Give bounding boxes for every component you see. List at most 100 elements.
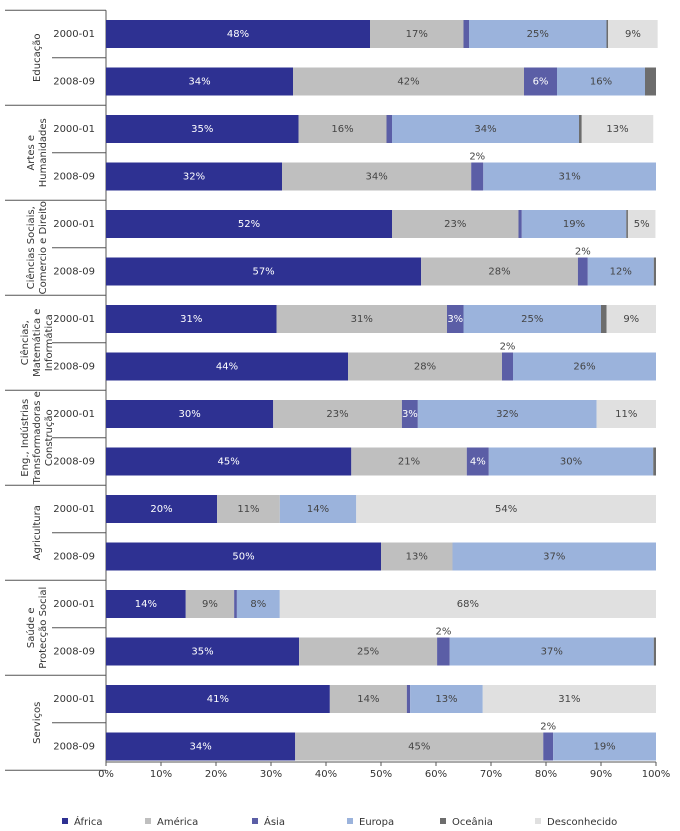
bar-segment	[299, 637, 438, 666]
bar-segment	[521, 210, 627, 238]
bar-segment	[513, 352, 656, 381]
data-label: 34%	[189, 742, 211, 753]
data-label: 28%	[414, 362, 436, 373]
data-label: 48%	[227, 29, 249, 40]
data-label: 14%	[307, 504, 329, 515]
data-label: 37%	[543, 552, 565, 563]
bar-segment	[106, 67, 293, 96]
bar-segment	[463, 20, 469, 48]
row-label: 2000-01	[53, 694, 95, 705]
bar-segment	[502, 352, 513, 381]
bar-segment	[406, 685, 411, 713]
bar-segment	[386, 115, 392, 143]
bar-segment	[401, 400, 418, 428]
bar-segment	[273, 400, 402, 428]
row-label: 2000-01	[53, 504, 95, 515]
group-label: Construção	[44, 409, 55, 466]
bar-segment	[106, 590, 186, 618]
bar-segment	[106, 495, 218, 523]
bar-segment	[524, 67, 557, 96]
x-tick-label: 30%	[260, 769, 282, 780]
data-label: 52%	[238, 219, 260, 230]
bar-segment	[471, 162, 484, 191]
bar-segment	[417, 400, 597, 428]
bar-segment	[106, 257, 422, 286]
bar-segment	[106, 305, 277, 333]
data-label: 21%	[398, 457, 420, 468]
data-label: 2%	[575, 247, 591, 258]
bar-segment	[645, 67, 656, 96]
group-label: Serviços	[32, 702, 43, 744]
legend-marker	[440, 818, 446, 824]
bar-segment	[463, 305, 601, 333]
group-label: Artes e	[26, 135, 37, 171]
data-label: 9%	[202, 599, 218, 610]
row-label: 2008-09	[53, 647, 95, 658]
legend-label: América	[157, 816, 198, 828]
bar-segment	[106, 732, 296, 761]
x-tick-label: 60%	[425, 769, 447, 780]
bar-segment	[606, 305, 656, 333]
data-label: 11%	[237, 504, 259, 515]
data-label: 9%	[623, 314, 639, 325]
data-label: 8%	[250, 599, 266, 610]
row-label: 2008-09	[53, 172, 95, 183]
bar-segment	[653, 447, 656, 476]
bar-segment	[626, 210, 628, 238]
group-label: Agricultura	[32, 505, 43, 560]
row-label: 2000-01	[53, 124, 95, 135]
bar-segment	[106, 162, 282, 191]
bar-segment	[577, 257, 588, 286]
group-label: Comercio e Direito	[38, 201, 49, 294]
data-label: 44%	[216, 362, 238, 373]
data-label: 16%	[590, 77, 612, 88]
data-label: 23%	[444, 219, 466, 230]
bar-segment	[653, 257, 656, 286]
group-label: Eng., Indústrias	[19, 399, 31, 477]
data-label: 45%	[408, 742, 430, 753]
data-label: 31%	[351, 314, 373, 325]
bar-segment	[106, 542, 381, 571]
legend-label: África	[74, 815, 103, 828]
data-label: 25%	[527, 29, 549, 40]
bar-segment	[370, 20, 464, 48]
data-label: 20%	[150, 504, 172, 515]
data-label: 17%	[406, 29, 428, 40]
data-label: 34%	[474, 124, 496, 135]
legend-label: Europa	[359, 817, 394, 828]
group-label: Educação	[32, 34, 43, 82]
bar-segment	[356, 495, 656, 523]
bar-segment	[276, 305, 447, 333]
bar-segment	[293, 67, 524, 96]
data-label: 23%	[326, 409, 348, 420]
group-label: Transformadoras e	[32, 391, 43, 485]
data-label: 3%	[447, 314, 463, 325]
legend-label: Oceânia	[452, 816, 493, 828]
data-label: 32%	[183, 172, 205, 183]
data-label: 28%	[488, 267, 510, 278]
row-label: 2008-09	[53, 362, 95, 373]
x-tick-label: 50%	[370, 769, 392, 780]
group-label: Saúde e	[25, 607, 37, 648]
group-label: Matemática e	[31, 309, 43, 377]
bar-segment	[587, 257, 654, 286]
legend-marker	[145, 818, 151, 824]
bar-segment	[557, 67, 645, 96]
x-tick-label: 20%	[205, 769, 227, 780]
data-label: 13%	[406, 552, 428, 563]
bar-segment	[581, 115, 654, 143]
data-label: 31%	[180, 314, 202, 325]
data-label: 35%	[191, 124, 213, 135]
data-label: 37%	[541, 647, 563, 658]
bar-segment	[421, 257, 578, 286]
bar-segment	[410, 685, 483, 713]
bar-segment	[282, 162, 472, 191]
data-label: 45%	[218, 457, 240, 468]
bar-segment	[234, 590, 237, 618]
data-label: 68%	[457, 599, 479, 610]
group-label: Informática	[43, 314, 55, 371]
row-label: 2008-09	[53, 77, 95, 88]
row-label: 2008-09	[53, 552, 95, 563]
data-label: 32%	[496, 409, 518, 420]
